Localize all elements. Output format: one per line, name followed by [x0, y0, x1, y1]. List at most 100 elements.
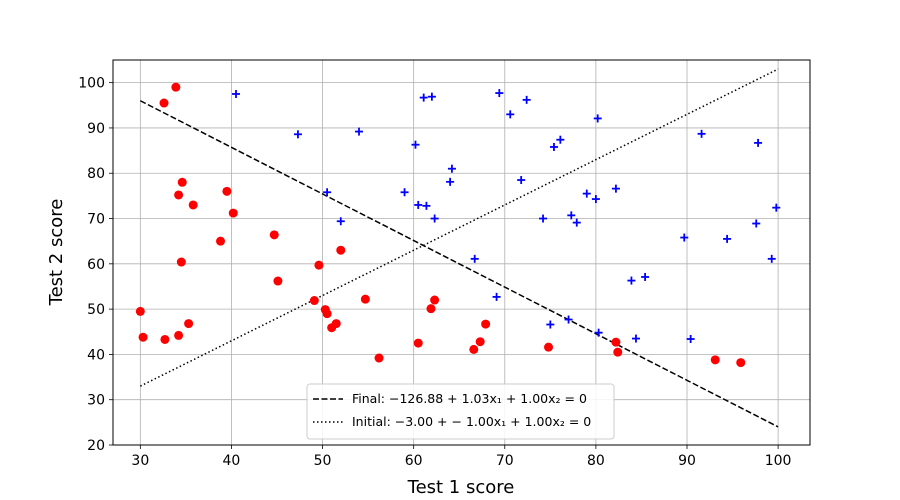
x-tick-label: 30	[131, 453, 149, 469]
data-point-plus	[400, 188, 409, 197]
data-point-circle	[710, 355, 720, 365]
data-point-circle	[135, 306, 145, 316]
data-point-plus	[355, 127, 363, 136]
data-point-plus	[517, 176, 526, 185]
data-point-circle	[138, 332, 148, 342]
data-point-circle	[216, 236, 226, 246]
data-point-plus	[627, 276, 636, 285]
data-point-circle	[611, 337, 621, 347]
x-axis-label: Test 1 score	[407, 477, 515, 498]
legend-initial-label: Initial: −3.00 + − 1.00x₁ + 1.00x₂ = 0	[352, 414, 591, 429]
data-point-plus	[336, 217, 345, 226]
data-point-plus	[232, 89, 240, 98]
y-tick-label: 20	[87, 438, 105, 454]
data-point-plus	[564, 315, 573, 324]
data-point-circle	[322, 309, 332, 319]
data-point-plus	[419, 93, 428, 102]
y-tick-label: 30	[87, 393, 105, 409]
data-point-circle	[331, 319, 341, 329]
data-point-circle	[174, 190, 184, 200]
data-point-circle	[159, 98, 169, 108]
data-point-circle	[176, 257, 186, 267]
y-tick-label: 50	[87, 302, 105, 318]
data-point-circle	[475, 337, 485, 347]
data-point-plus	[593, 114, 602, 123]
data-point-circle	[360, 294, 370, 304]
data-point-circle	[177, 177, 187, 187]
data-point-circle	[222, 186, 232, 196]
data-point-plus	[546, 320, 555, 329]
data-point-plus	[591, 195, 600, 204]
legend: Final: −126.88 + 1.03x₁ + 1.00x₂ = 0 Ini…	[306, 383, 615, 440]
data-point-plus	[631, 334, 640, 343]
data-point-plus	[752, 219, 761, 228]
grid-lines	[113, 60, 810, 446]
data-point-plus	[549, 142, 558, 151]
x-tick-label: 70	[496, 453, 514, 469]
data-point-plus	[556, 135, 565, 144]
y-tick-label: 80	[87, 166, 105, 182]
x-tick-label: 40	[223, 453, 241, 469]
data-point-plus	[447, 164, 456, 173]
data-point-plus	[470, 254, 479, 263]
initial-boundary-line	[139, 68, 779, 387]
data-point-plus	[772, 203, 781, 212]
plot-frame	[112, 59, 811, 446]
data-point-circle	[481, 319, 491, 329]
data-point-circle	[174, 330, 184, 340]
data-point-plus	[686, 335, 695, 344]
data-point-circle	[736, 358, 746, 368]
x-tick-label: 50	[314, 453, 332, 469]
data-point-plus	[567, 211, 576, 220]
data-point-circle	[273, 276, 283, 286]
data-point-plus	[506, 110, 515, 119]
data-point-plus	[767, 254, 776, 263]
legend-final-label: Final: −126.88 + 1.03x₁ + 1.00x₂ = 0	[352, 391, 587, 406]
data-point-plus	[723, 234, 732, 243]
data-point-circle	[613, 347, 623, 357]
data-point-plus	[594, 328, 603, 337]
data-point-plus	[446, 177, 455, 186]
axis-ticks: 30 40 50 60 70 80 90 100 20 30 40 50 60 70 80 90 100	[78, 76, 791, 469]
y-tick-label: 40	[87, 347, 105, 363]
x-tick-label: 60	[405, 453, 423, 469]
data-point-plus	[430, 214, 439, 223]
data-point-plus	[697, 129, 706, 138]
data-point-plus	[539, 214, 548, 223]
data-point-plus	[754, 138, 763, 147]
data-point-circle	[469, 344, 479, 354]
data-point-circle	[430, 295, 440, 305]
data-point-circle	[184, 319, 194, 329]
data-point-plus	[680, 233, 689, 242]
data-point-circle	[160, 334, 170, 344]
y-tick-label: 70	[87, 212, 105, 228]
x-tick-label: 100	[765, 453, 792, 469]
data-point-circle	[544, 342, 554, 352]
data-point-plus	[641, 272, 650, 281]
data-point-plus	[293, 130, 302, 139]
data-point-plus	[572, 218, 581, 227]
y-tick-label: 60	[87, 257, 105, 273]
data-point-plus	[427, 92, 436, 101]
data-point-plus	[411, 140, 420, 149]
y-tick-label: 90	[87, 121, 105, 137]
data-point-plus	[582, 189, 591, 198]
data-point-plus	[492, 292, 501, 301]
y-axis-label: Test 2 score	[46, 199, 67, 307]
data-point-plus	[414, 200, 423, 209]
y-tick-label: 100	[78, 76, 105, 92]
data-point-circle	[426, 304, 436, 314]
data-point-plus	[611, 184, 620, 193]
legend-box	[306, 383, 615, 440]
data-point-plus	[422, 201, 431, 210]
data-point-plus	[323, 188, 332, 197]
data-point-plus	[522, 95, 531, 104]
data-point-circle	[228, 208, 238, 218]
decision-boundaries	[139, 68, 779, 428]
data-point-circle	[374, 353, 384, 363]
x-tick-label: 80	[587, 453, 605, 469]
data-point-circle	[314, 260, 324, 270]
data-point-circle	[309, 296, 319, 306]
data-point-circle	[336, 245, 346, 255]
data-point-circle	[171, 82, 181, 92]
